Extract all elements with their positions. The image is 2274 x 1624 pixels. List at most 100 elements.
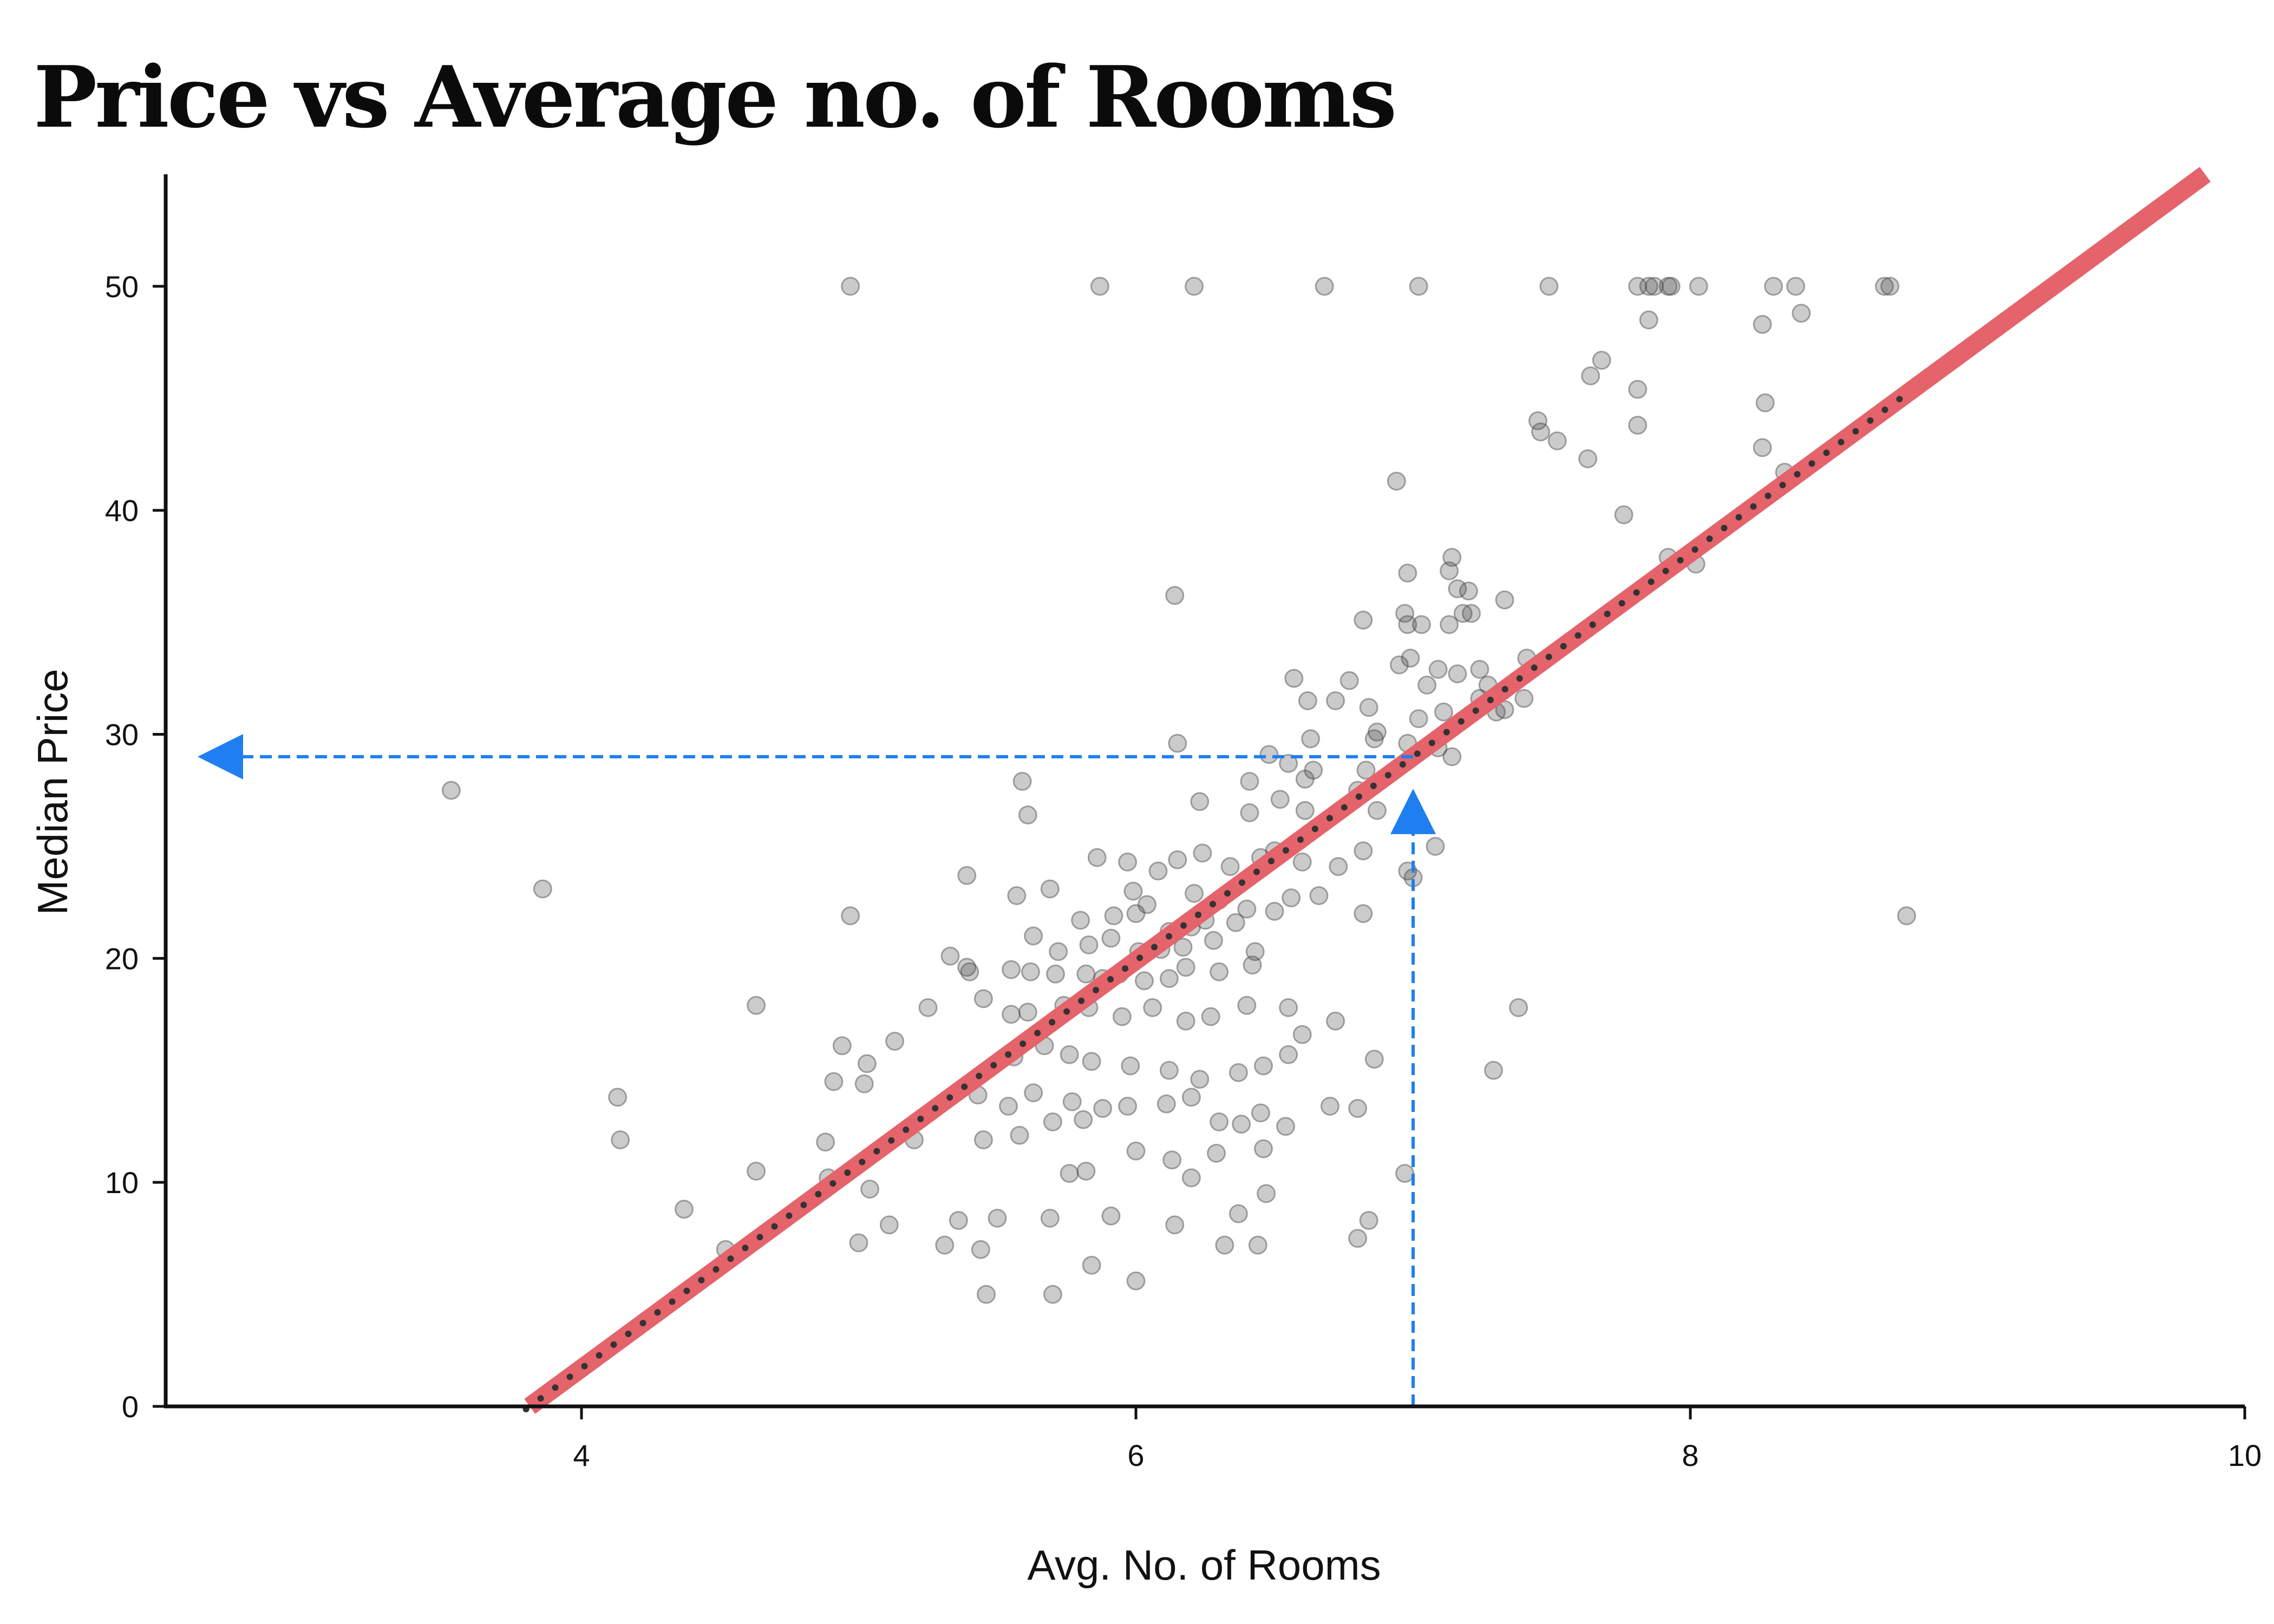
- y-tick-label: 40: [105, 494, 139, 528]
- chart-title: Price vs Average no. of Rooms: [34, 48, 1397, 147]
- data-point: [1398, 564, 1417, 583]
- data-point: [1326, 691, 1345, 710]
- data-point: [1755, 393, 1775, 412]
- data-point: [1243, 955, 1262, 975]
- data-point: [1440, 615, 1459, 634]
- y-tick-label: 30: [105, 718, 139, 752]
- data-point: [1185, 277, 1204, 296]
- data-point: [1181, 1088, 1201, 1107]
- data-point: [1792, 304, 1811, 323]
- data-point: [1207, 1143, 1226, 1163]
- data-point: [1298, 691, 1317, 710]
- data-point: [1282, 888, 1301, 908]
- data-point: [1226, 913, 1245, 932]
- data-point: [1364, 729, 1384, 749]
- data-point: [885, 1032, 905, 1051]
- data-point: [1204, 931, 1223, 950]
- data-point: [1531, 422, 1550, 442]
- data-point: [1276, 1117, 1295, 1136]
- data-point: [1090, 277, 1109, 296]
- regression-layer: [522, 167, 2211, 1414]
- data-point: [1257, 1184, 1276, 1203]
- data-point: [832, 1036, 852, 1056]
- data-point: [1644, 277, 1664, 296]
- data-point: [1176, 1011, 1195, 1031]
- data-point: [1581, 366, 1600, 385]
- data-point: [1354, 611, 1373, 630]
- data-point: [999, 1097, 1018, 1116]
- data-point: [1417, 676, 1437, 695]
- data-point: [1101, 928, 1121, 948]
- data-point: [1315, 277, 1334, 296]
- data-point: [1185, 883, 1204, 903]
- data-point: [1753, 438, 1772, 457]
- data-point: [1193, 843, 1212, 863]
- data-point: [1143, 998, 1162, 1017]
- data-point: [1354, 904, 1373, 924]
- data-point: [1304, 761, 1323, 780]
- x-axis-title: Avg. No. of Rooms: [1027, 1541, 1381, 1589]
- data-point: [971, 1240, 990, 1259]
- data-point: [816, 1132, 835, 1152]
- data-point: [1210, 1112, 1229, 1131]
- data-point: [1442, 747, 1462, 767]
- x-tick-label: 10: [2228, 1438, 2262, 1472]
- data-point: [1046, 964, 1065, 984]
- data-point: [441, 781, 461, 800]
- data-point: [1398, 615, 1417, 634]
- data-point: [1060, 1045, 1079, 1064]
- data-point: [957, 958, 977, 977]
- data-point: [1040, 1208, 1060, 1228]
- data-point: [1539, 277, 1559, 296]
- data-point: [1348, 1099, 1368, 1118]
- data-point: [674, 1200, 694, 1219]
- y-tick-label: 10: [105, 1165, 139, 1200]
- data-point: [1159, 969, 1179, 988]
- data-point: [1326, 1011, 1345, 1031]
- y-tick-label: 0: [122, 1390, 139, 1424]
- data-point: [1295, 769, 1315, 789]
- data-point: [960, 962, 979, 981]
- data-point: [1002, 1005, 1021, 1024]
- x-tick-label: 6: [1127, 1438, 1144, 1472]
- data-point: [1176, 958, 1195, 977]
- data-point: [849, 1233, 868, 1253]
- data-point: [1428, 660, 1448, 679]
- data-point: [1364, 1050, 1384, 1069]
- data-point: [747, 1162, 766, 1181]
- data-point: [1201, 1007, 1220, 1026]
- data-point: [1409, 277, 1428, 296]
- data-point: [1279, 998, 1298, 1017]
- data-point: [1495, 590, 1514, 610]
- y-tick-label: 20: [105, 941, 139, 975]
- data-point: [1007, 886, 1027, 905]
- data-point: [1259, 745, 1279, 764]
- data-point: [1292, 1025, 1312, 1044]
- data-point: [1329, 857, 1348, 876]
- data-point: [1354, 841, 1373, 861]
- data-point: [854, 1074, 874, 1093]
- data-point: [1470, 660, 1489, 679]
- data-point: [1320, 1097, 1339, 1116]
- data-point: [1018, 1003, 1037, 1022]
- data-point: [1043, 1285, 1062, 1304]
- data-point: [1764, 277, 1783, 296]
- data-point: [1118, 852, 1138, 872]
- data-point: [988, 1208, 1007, 1228]
- data-point: [973, 989, 993, 1009]
- data-point: [1082, 1255, 1101, 1275]
- data-point: [1126, 1141, 1146, 1161]
- axes-layer: 4 6 8 10 0 10 20 30 40 50 Avg. No. of Rooms Median …: [29, 174, 2262, 1589]
- data-point: [1639, 310, 1658, 330]
- data-point: [1126, 904, 1146, 924]
- data-point: [1021, 962, 1040, 981]
- data-point: [1138, 895, 1156, 914]
- data-point: [1181, 1168, 1201, 1188]
- data-point: [1409, 709, 1428, 729]
- y-tick-label: 50: [105, 270, 139, 304]
- data-point: [1880, 277, 1900, 296]
- data-point: [841, 906, 860, 926]
- data-point: [1387, 472, 1406, 491]
- data-point: [824, 1072, 844, 1091]
